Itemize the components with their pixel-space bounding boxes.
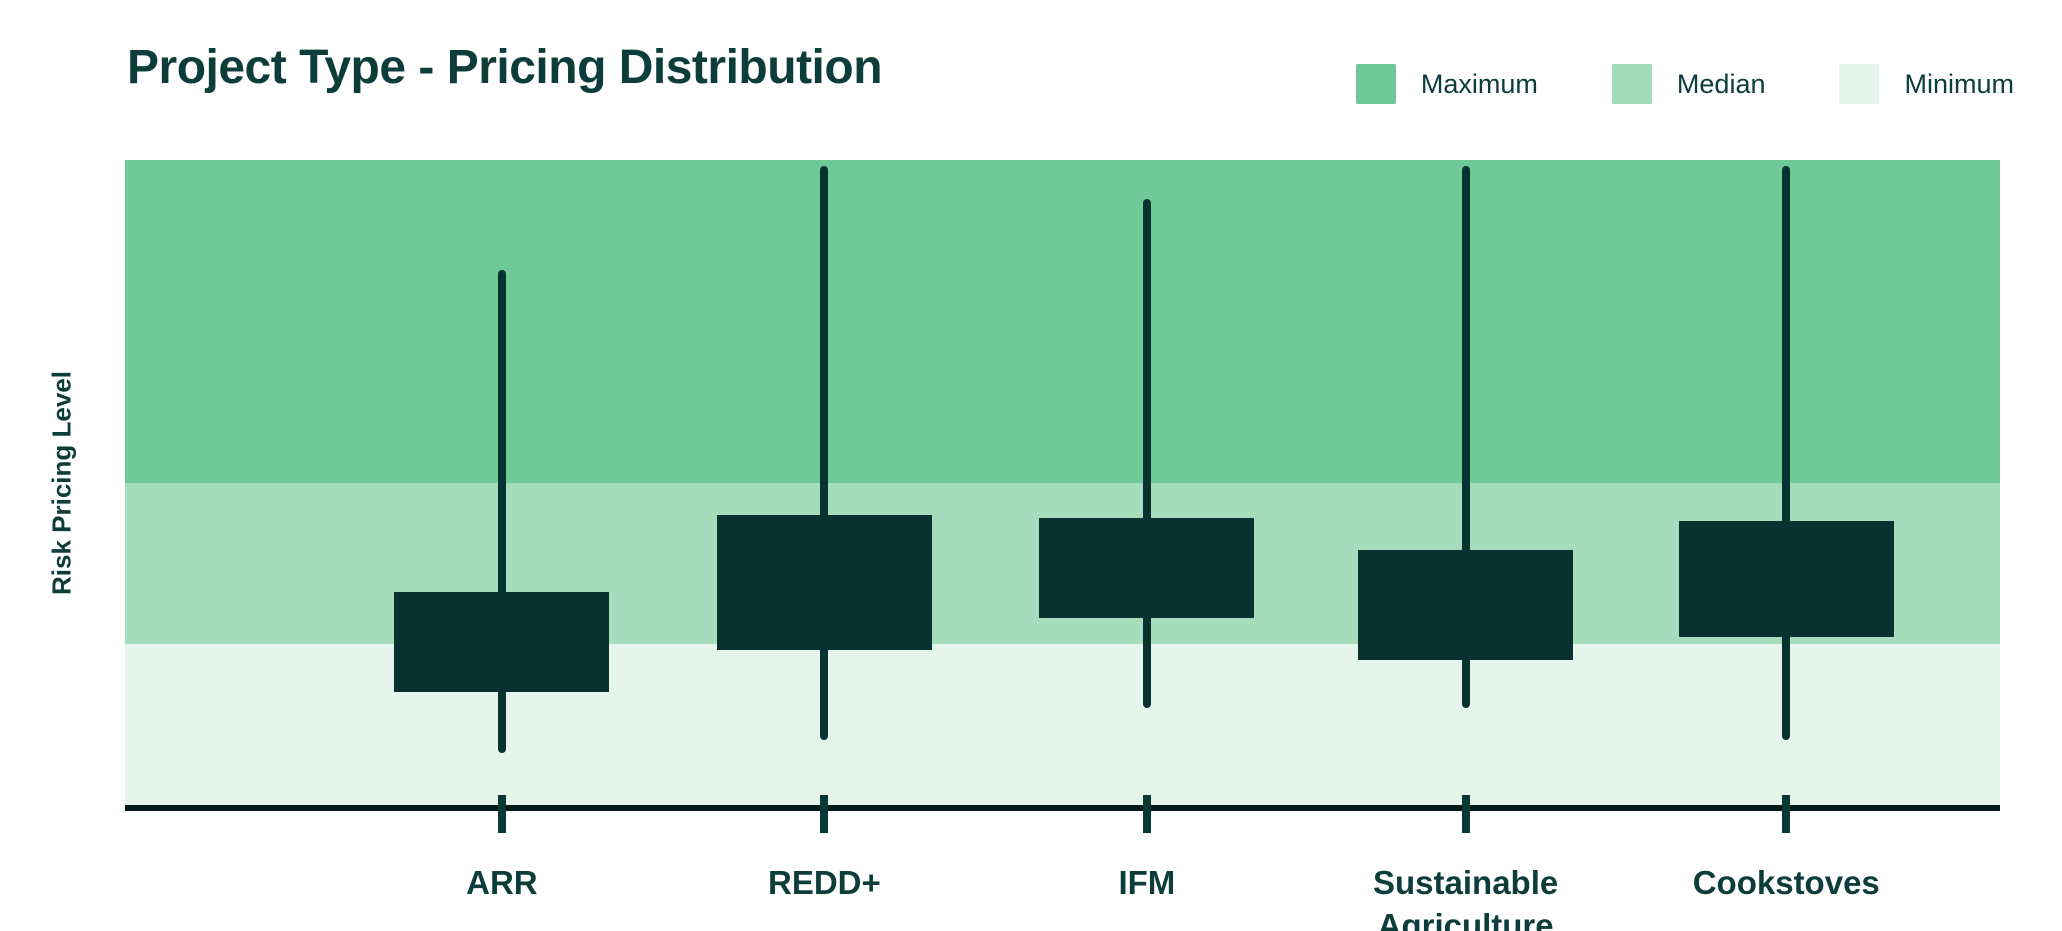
x-axis-tick-redd [820, 795, 829, 833]
x-axis-label-redd: REDD+ [767, 864, 881, 901]
x-axis-tick-arr [497, 795, 506, 833]
box-ifm[interactable] [1039, 517, 1255, 618]
whisker-cookstoves [1782, 166, 1791, 741]
legend-label-maximum: Maximum [1420, 68, 1538, 99]
x-axis-label-sustainable-agriculture: Sustainable Agriculture [1373, 864, 1559, 931]
legend-swatch-maximum [1355, 64, 1396, 104]
x-axis-label-ifm: IFM [1118, 864, 1176, 901]
box-sustainable-agriculture[interactable] [1358, 550, 1574, 660]
y-axis-label: Risk Pricing Level [46, 371, 77, 595]
whisker-sustainable-agriculture [1461, 166, 1470, 709]
legend-item-maximum[interactable]: Maximum [1355, 64, 1538, 104]
x-axis-tick-cookstoves [1782, 795, 1791, 833]
box-redd[interactable] [716, 514, 932, 651]
legend-swatch-median [1611, 64, 1652, 104]
whisker-ifm [1142, 198, 1151, 709]
x-axis-line [125, 805, 2000, 811]
band-maximum [125, 160, 2000, 483]
legend-item-median[interactable]: Median [1611, 64, 1766, 104]
x-axis-tick-ifm [1142, 795, 1151, 833]
legend: Maximum Median Minimum [1355, 64, 2014, 104]
whisker-arr [497, 269, 506, 754]
x-axis-label-arr: ARR [466, 864, 538, 901]
legend-label-minimum: Minimum [1904, 68, 2014, 99]
legend-item-minimum[interactable]: Minimum [1839, 64, 2014, 104]
x-axis-tick-sustainable-agriculture [1461, 795, 1470, 833]
plot-area: ARR REDD+ IFM Sustainable Agriculture Cookst… [125, 160, 2000, 931]
legend-swatch-minimum [1839, 64, 1880, 104]
chart-title: Project Type - Pricing Distribution [127, 41, 883, 94]
whisker-redd [820, 166, 829, 741]
box-cookstoves[interactable] [1678, 521, 1894, 638]
legend-label-median: Median [1676, 68, 1766, 99]
box-arr[interactable] [394, 592, 610, 693]
x-axis-label-cookstoves: Cookstoves [1692, 864, 1880, 901]
